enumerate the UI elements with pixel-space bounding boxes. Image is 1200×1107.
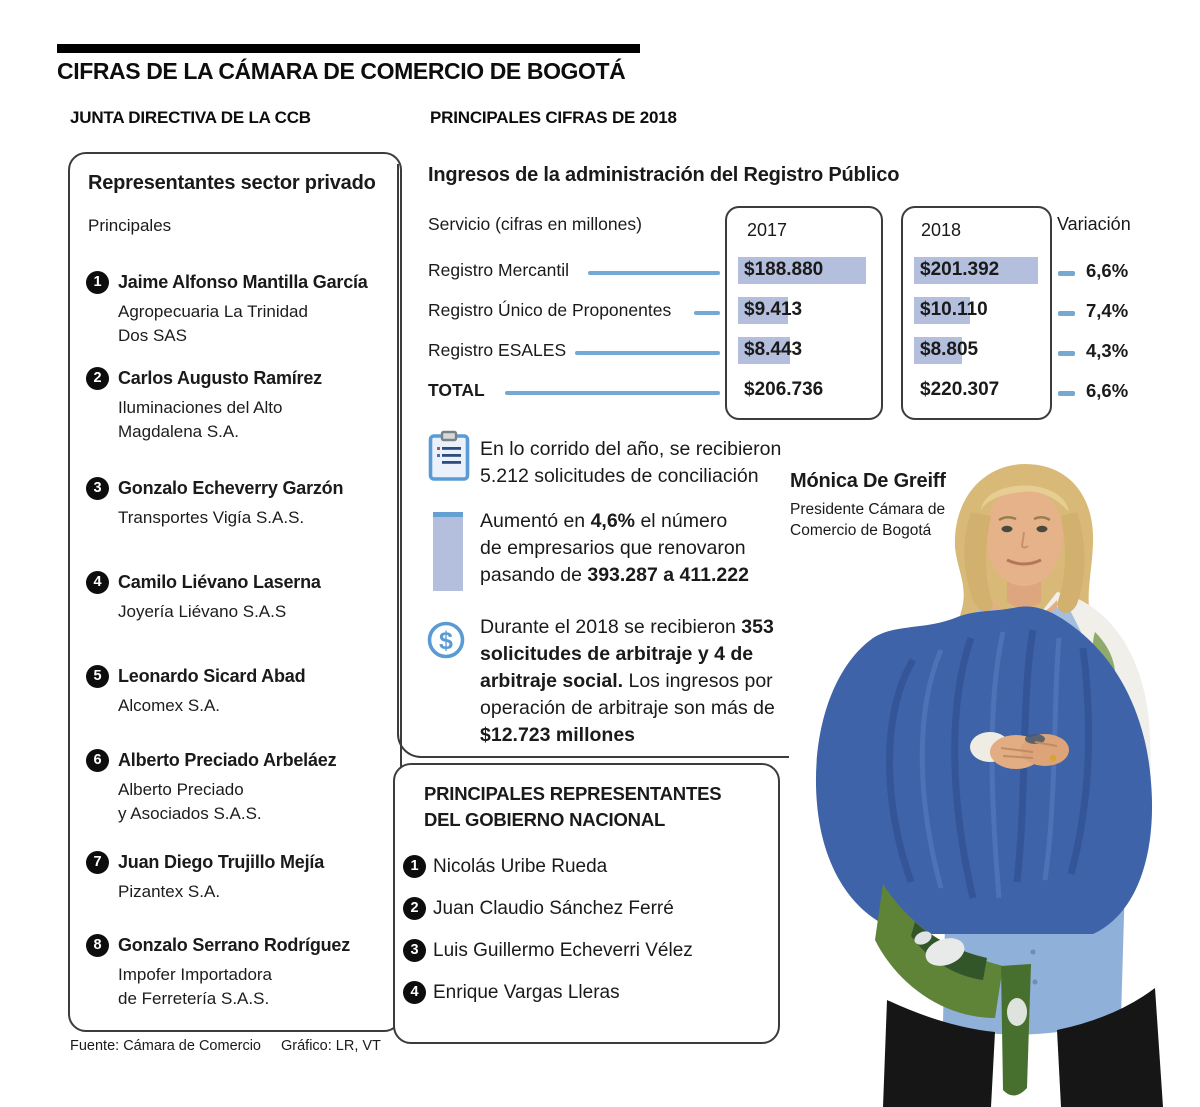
member-name: Carlos Augusto Ramírez [118,368,322,388]
member-number-badge: 2 [86,367,109,390]
member-company: Agropecuaria La Trinidad Dos SAS [118,302,308,345]
variation-column-header: Variación [1057,214,1131,234]
member-name: Juan Diego Trujillo Mejía [118,852,325,872]
value-bar-2018 [914,297,970,324]
member-number-badge: 2 [403,897,426,920]
value-2018: $201.392 [920,259,1000,280]
member-number-badge: 6 [86,749,109,772]
svg-text:$: $ [439,627,453,655]
clipboard-icon [428,430,470,482]
bar-chart-icon [433,512,463,591]
dollar-icon: $ [426,620,466,660]
left-column-header: JUNTA DIRECTIVA DE LA CCB [70,108,311,127]
member-name: Gonzalo Serrano Rodríguez [118,935,351,955]
member-company: Pizantex S.A. [118,882,221,901]
value-bar-2017 [738,257,866,284]
right-column-header: PRINCIPALES CIFRAS DE 2018 [430,108,677,127]
variation-value: 4,3% [1086,340,1129,361]
table-service-header: Servicio (cifras en millones) [428,214,642,234]
value-bar-2017 [738,337,790,364]
connector-line [588,271,720,275]
member-company: Alberto Preciado y Asociados S.A.S. [118,780,262,823]
member-number-badge: 8 [86,934,109,957]
government-box: PRINCIPALES REPRESENTANTES DEL GOBIERNO … [393,763,780,1044]
table-row-label: Registro Mercantil [428,260,570,280]
conciliation-note: En lo corrido del año, se recibieron 5.2… [480,438,782,487]
photo-caption-name: Mónica De Greiff [790,470,946,492]
member-number-badge: 3 [403,939,426,962]
year-2017-label: 2017 [747,220,788,240]
member-name: Enrique Vargas Lleras [433,982,620,1003]
income-section-title: Ingresos de la administración del Regist… [428,164,900,186]
member-company: Iluminaciones del Alto Magdalena S.A. [118,398,283,441]
value-2017: $8.443 [744,339,803,360]
arbitration-note: Durante el 2018 se recibieron 353 solici… [480,616,775,746]
member-number-badge: 3 [86,477,109,500]
value-2018: $8.805 [920,339,979,360]
member-number-badge: 1 [86,271,109,294]
connector-line [505,391,720,395]
year-2018-box: 2018 [901,206,1052,420]
private-sector-box-subtitle: Principales [88,216,172,235]
member-company: Joyería Liévano S.A.S [118,602,287,621]
member-number-badge: 1 [403,855,426,878]
monica-photo-illustration [795,452,1200,1107]
table-row-label: Registro Único de Proponentes [428,300,672,320]
member-company: Transportes Vigía S.A.S. [118,508,305,527]
table-row-label: Registro ESALES [428,340,567,360]
connector-line [694,311,720,315]
connector-line [575,351,720,355]
variation-value: 6,6% [1086,380,1129,401]
member-number-badge: 4 [86,571,109,594]
value-2017: $188.880 [744,259,824,280]
government-box-title: PRINCIPALES REPRESENTANTES DEL GOBIERNO … [424,783,722,830]
renewal-note: Aumentó en 4,6% el número de empresarios… [480,510,749,586]
value-2018: $220.307 [920,379,1000,400]
member-number-badge: 7 [86,851,109,874]
cifras-panel-border [397,164,789,758]
member-name: Juan Claudio Sánchez Ferré [433,898,674,919]
source-credit: Fuente: Cámara de Comercio [70,1038,261,1054]
value-2018: $10.110 [920,299,988,320]
year-2018-label: 2018 [921,220,962,240]
member-company: Impofer Importadora de Ferretería S.A.S. [118,965,273,1008]
member-name: Camilo Liévano Laserna [118,572,321,592]
variation-dash [1058,351,1075,356]
page-title: CIFRAS DE LA CÁMARA DE COMERCIO DE BOGOT… [57,58,626,84]
value-bar-2017 [738,297,788,324]
member-name: Jaime Alfonso Mantilla García [118,272,368,292]
member-company: Alcomex S.A. [118,696,221,715]
variation-dash [1058,311,1075,316]
member-name: Nicolás Uribe Rueda [433,856,608,877]
member-number-badge: 4 [403,981,426,1004]
member-name: Leonardo Sicard Abad [118,666,306,686]
variation-value: 7,4% [1086,300,1129,321]
graphic-credit: Gráfico: LR, VT [281,1038,381,1054]
value-bar-2018 [914,257,1038,284]
private-sector-box-title: Representantes sector privado [88,172,376,194]
member-name: Gonzalo Echeverry Garzón [118,478,344,498]
value-bar-2018 [914,337,962,364]
title-rule-bar [57,44,640,53]
private-sector-box: Representantes sector privado Principale… [68,152,402,1032]
value-2017: $206.736 [744,379,824,400]
variation-dash [1058,391,1075,396]
member-number-badge: 5 [86,665,109,688]
table-row-label: TOTAL [428,380,485,400]
member-name: Luis Guillermo Echeverri Vélez [433,940,693,961]
variation-value: 6,6% [1086,260,1129,281]
value-2017: $9.413 [744,299,803,320]
member-name: Alberto Preciado Arbeláez [118,750,337,770]
photo-caption-role: Presidente Cámara de Comercio de Bogotá [790,501,946,539]
variation-dash [1058,271,1075,276]
